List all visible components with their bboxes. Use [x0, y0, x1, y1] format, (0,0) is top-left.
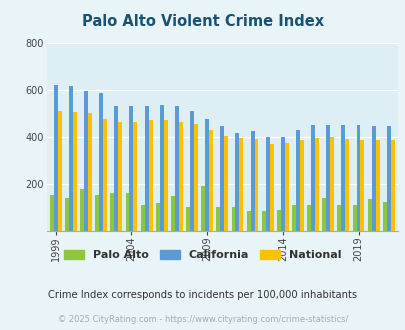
Bar [171, 196, 175, 231]
Legend: Palo Alto, California, National: Palo Alto, California, National [64, 250, 341, 260]
Bar [65, 198, 69, 231]
Bar [129, 106, 133, 231]
Bar [103, 119, 107, 231]
Bar [345, 139, 348, 231]
Bar [295, 130, 299, 231]
Bar [194, 124, 197, 231]
Bar [280, 137, 284, 231]
Bar [69, 86, 73, 231]
Bar [375, 141, 379, 231]
Bar [125, 193, 129, 231]
Bar [299, 141, 303, 231]
Bar [178, 122, 182, 231]
Bar [341, 125, 345, 231]
Bar [360, 141, 364, 231]
Bar [329, 137, 333, 231]
Bar [352, 205, 356, 231]
Bar [310, 125, 314, 231]
Bar [80, 189, 84, 231]
Bar [371, 126, 375, 231]
Bar [250, 131, 254, 231]
Bar [235, 133, 239, 231]
Bar [160, 105, 163, 231]
Bar [367, 199, 371, 231]
Bar [88, 114, 92, 231]
Bar [99, 93, 103, 231]
Bar [261, 211, 265, 231]
Bar [254, 139, 258, 231]
Bar [326, 125, 329, 231]
Bar [185, 208, 190, 231]
Bar [356, 125, 360, 231]
Bar [163, 120, 167, 231]
Bar [246, 211, 250, 231]
Bar [239, 138, 243, 231]
Bar [265, 137, 269, 231]
Bar [114, 106, 118, 231]
Bar [133, 122, 137, 231]
Bar [141, 205, 144, 231]
Bar [205, 119, 209, 231]
Text: © 2025 CityRating.com - https://www.cityrating.com/crime-statistics/: © 2025 CityRating.com - https://www.city… [58, 315, 347, 324]
Bar [291, 205, 295, 231]
Bar [95, 195, 99, 231]
Bar [314, 138, 318, 231]
Bar [50, 195, 54, 231]
Bar [110, 193, 114, 231]
Bar [337, 205, 341, 231]
Bar [307, 205, 310, 231]
Bar [382, 202, 386, 231]
Bar [322, 198, 326, 231]
Text: Palo Alto Violent Crime Index: Palo Alto Violent Crime Index [82, 14, 323, 29]
Bar [220, 126, 224, 231]
Bar [58, 111, 62, 231]
Bar [148, 120, 152, 231]
Bar [201, 186, 205, 231]
Bar [73, 112, 77, 231]
Bar [190, 111, 194, 231]
Bar [144, 106, 148, 231]
Bar [156, 203, 160, 231]
Bar [118, 122, 122, 231]
Bar [216, 208, 220, 231]
Bar [209, 130, 213, 231]
Bar [175, 106, 178, 231]
Bar [84, 91, 88, 231]
Bar [231, 208, 235, 231]
Bar [54, 85, 58, 231]
Bar [386, 126, 390, 231]
Bar [390, 141, 394, 231]
Bar [224, 136, 228, 231]
Bar [269, 144, 273, 231]
Text: Crime Index corresponds to incidents per 100,000 inhabitants: Crime Index corresponds to incidents per… [48, 290, 357, 300]
Bar [284, 143, 288, 231]
Bar [276, 210, 280, 231]
